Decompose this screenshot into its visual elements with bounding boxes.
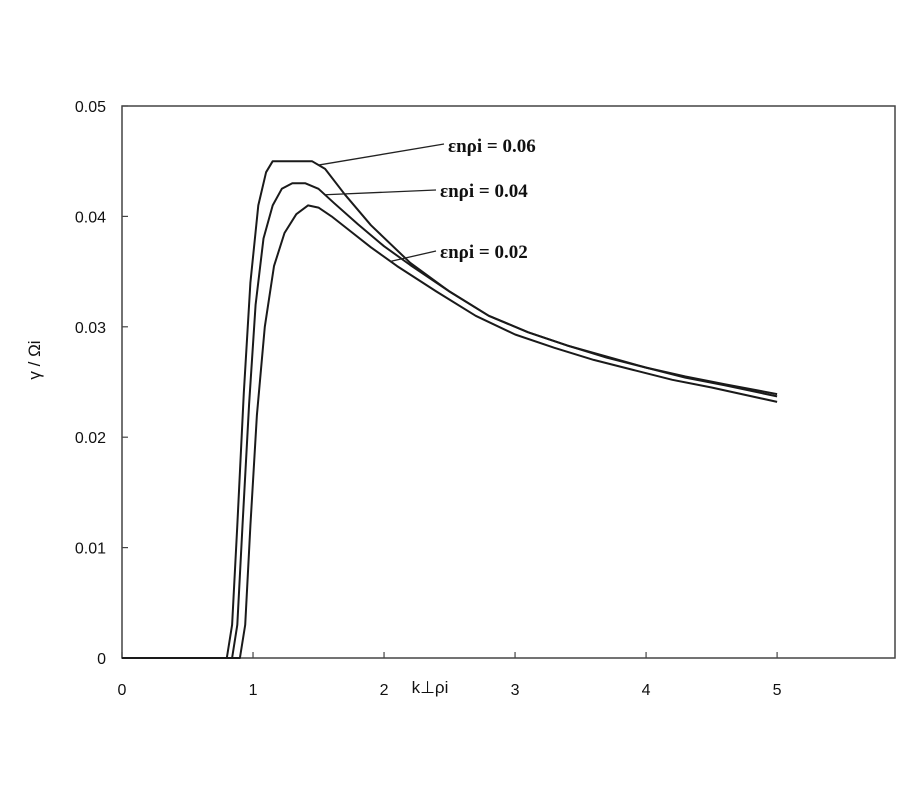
x-axis: 0 1 2 3 4 5 bbox=[118, 652, 782, 699]
annotation-arrow-2 bbox=[325, 189, 437, 196]
x-tick-label: 2 bbox=[380, 682, 389, 699]
x-tick-label: 5 bbox=[773, 682, 782, 699]
y-tick-label: 0.02 bbox=[75, 430, 106, 447]
x-tick-label: 1 bbox=[249, 682, 258, 699]
y-tick-label: 0.04 bbox=[75, 209, 106, 226]
y-tick-label: 0.05 bbox=[75, 99, 106, 116]
annotation-arrow-1 bbox=[318, 143, 445, 166]
series-line-2 bbox=[122, 182, 778, 659]
annotation-arrows bbox=[318, 143, 445, 263]
series-line-1 bbox=[122, 160, 778, 659]
y-axis-label: γ / Ωi bbox=[25, 340, 44, 379]
x-tick-label: 4 bbox=[642, 682, 651, 699]
annotation-arrow-3 bbox=[390, 250, 437, 263]
y-tick-label: 0.03 bbox=[75, 320, 106, 337]
annotation-series-2: εnρi = 0.04 bbox=[440, 181, 528, 202]
annotation-series-1: εnρi = 0.06 bbox=[448, 136, 536, 157]
x-axis-label: k⊥ρi bbox=[412, 678, 449, 697]
series-layer bbox=[122, 160, 778, 659]
series-line-3 bbox=[122, 204, 778, 659]
y-tick-label: 0.01 bbox=[75, 541, 106, 558]
x-tick-label: 0 bbox=[118, 682, 127, 699]
x-tick-label: 3 bbox=[511, 682, 520, 699]
y-tick-label: 0 bbox=[97, 651, 106, 668]
y-axis: 0 0.01 0.02 0.03 0.04 0.05 bbox=[75, 99, 128, 668]
plot-frame bbox=[121, 105, 896, 659]
annotation-series-3: εnρi = 0.02 bbox=[440, 242, 528, 263]
